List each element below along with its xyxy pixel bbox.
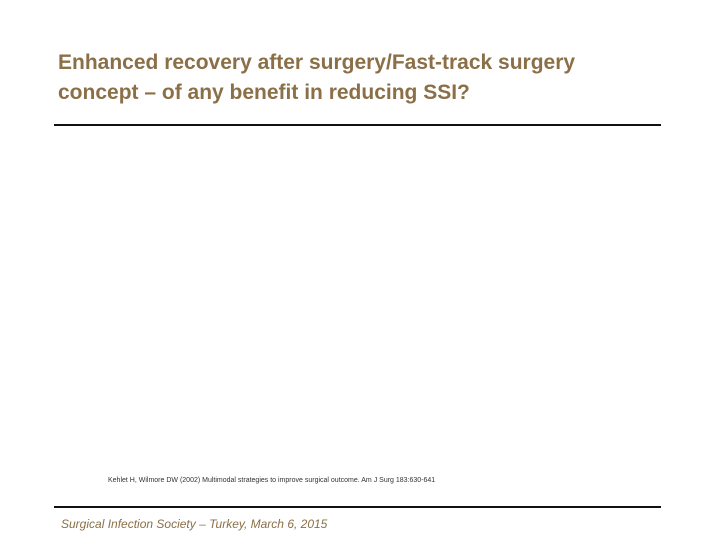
slide-title-line-1: Enhanced recovery after surgery/Fast-tra… — [58, 51, 576, 74]
top-divider — [54, 124, 661, 126]
slide-title: Enhanced recovery after surgery/Fast-tra… — [58, 48, 688, 108]
footer-text: Surgical Infection Society – Turkey, Mar… — [61, 517, 328, 531]
bottom-divider — [54, 506, 661, 508]
slide-title-line-2: concept – of any benefit in reducing SSI… — [58, 81, 470, 104]
citation: Kehlet H, Wilmore DW (2002) Multimodal s… — [108, 477, 436, 484]
